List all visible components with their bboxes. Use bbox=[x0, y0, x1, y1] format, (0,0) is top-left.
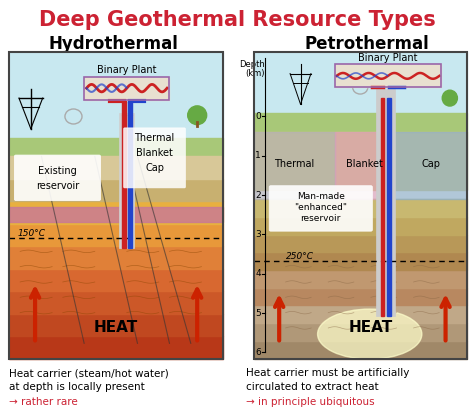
Text: Binary Plant: Binary Plant bbox=[358, 53, 418, 63]
Ellipse shape bbox=[318, 309, 422, 359]
Text: → in principle ubiquitous: → in principle ubiquitous bbox=[246, 397, 375, 407]
Bar bbox=[376, 89, 395, 316]
Text: 0: 0 bbox=[255, 112, 261, 121]
Bar bbox=[119, 113, 135, 248]
Bar bbox=[254, 235, 467, 252]
Bar bbox=[84, 77, 169, 100]
Bar bbox=[121, 115, 126, 248]
Bar bbox=[9, 207, 223, 222]
Bar bbox=[381, 98, 384, 316]
Text: "enhanced": "enhanced" bbox=[294, 203, 347, 212]
Text: Binary Plant: Binary Plant bbox=[97, 65, 156, 75]
Text: Blanket: Blanket bbox=[136, 148, 173, 158]
Bar bbox=[254, 341, 467, 359]
Bar bbox=[9, 269, 223, 291]
Text: Deep Geothermal Resource Types: Deep Geothermal Resource Types bbox=[38, 10, 436, 30]
Bar bbox=[121, 101, 126, 115]
Text: 3: 3 bbox=[255, 230, 261, 239]
Bar bbox=[335, 64, 441, 88]
Ellipse shape bbox=[442, 90, 457, 106]
Bar bbox=[9, 52, 223, 359]
Text: 5: 5 bbox=[255, 309, 261, 318]
Bar bbox=[9, 246, 223, 269]
Text: 2: 2 bbox=[255, 191, 261, 200]
Text: Hydrothermal: Hydrothermal bbox=[49, 35, 179, 53]
Bar bbox=[9, 336, 223, 359]
Bar bbox=[254, 52, 467, 113]
Text: Cap: Cap bbox=[421, 159, 440, 169]
Bar bbox=[9, 291, 223, 314]
Bar bbox=[9, 156, 223, 179]
Bar bbox=[335, 64, 441, 88]
Text: HEAT: HEAT bbox=[349, 321, 393, 335]
Text: Heat carrier (steam/hot water): Heat carrier (steam/hot water) bbox=[9, 368, 169, 378]
Bar bbox=[387, 98, 391, 316]
Text: reservoir: reservoir bbox=[301, 214, 341, 223]
Bar bbox=[394, 132, 467, 199]
Bar bbox=[128, 101, 132, 115]
Bar bbox=[254, 217, 467, 235]
Text: (km): (km) bbox=[245, 69, 264, 78]
Bar bbox=[254, 199, 467, 217]
Bar bbox=[335, 132, 394, 199]
Bar bbox=[254, 252, 467, 270]
Text: Heat carrier must be artificially: Heat carrier must be artificially bbox=[246, 368, 410, 378]
Bar bbox=[254, 52, 467, 359]
Bar bbox=[9, 224, 223, 246]
Text: HEAT: HEAT bbox=[94, 321, 138, 335]
Text: at depth is locally present: at depth is locally present bbox=[9, 382, 145, 392]
Text: 6: 6 bbox=[255, 348, 261, 357]
Ellipse shape bbox=[188, 106, 207, 125]
FancyBboxPatch shape bbox=[124, 128, 185, 188]
Bar bbox=[9, 179, 223, 201]
Text: Existing: Existing bbox=[38, 166, 77, 176]
Bar bbox=[254, 270, 467, 288]
Text: Thermal: Thermal bbox=[274, 159, 314, 169]
FancyBboxPatch shape bbox=[269, 186, 373, 231]
Bar bbox=[128, 115, 132, 248]
Text: circulated to extract heat: circulated to extract heat bbox=[246, 382, 379, 392]
Text: Petrothermal: Petrothermal bbox=[305, 35, 430, 53]
Bar bbox=[9, 52, 223, 138]
Text: 250°C: 250°C bbox=[285, 252, 314, 261]
Text: 1: 1 bbox=[255, 151, 261, 160]
FancyBboxPatch shape bbox=[14, 155, 100, 201]
Text: Blanket: Blanket bbox=[346, 159, 383, 169]
Bar bbox=[254, 323, 467, 341]
Text: Depth: Depth bbox=[239, 60, 264, 69]
Bar bbox=[254, 306, 467, 323]
Text: 4: 4 bbox=[255, 269, 261, 278]
Text: Thermal: Thermal bbox=[135, 133, 174, 143]
Text: reservoir: reservoir bbox=[36, 181, 79, 191]
Bar bbox=[254, 288, 467, 306]
Bar bbox=[84, 77, 169, 100]
Bar bbox=[9, 201, 223, 224]
Text: Man-made: Man-made bbox=[297, 192, 345, 201]
Bar bbox=[9, 138, 223, 156]
Bar bbox=[9, 314, 223, 336]
Text: → rather rare: → rather rare bbox=[9, 397, 78, 407]
Text: Cap: Cap bbox=[145, 163, 164, 173]
Bar bbox=[254, 132, 467, 190]
Text: 150°C: 150°C bbox=[18, 229, 46, 238]
Bar bbox=[254, 113, 467, 132]
Bar bbox=[254, 132, 335, 199]
